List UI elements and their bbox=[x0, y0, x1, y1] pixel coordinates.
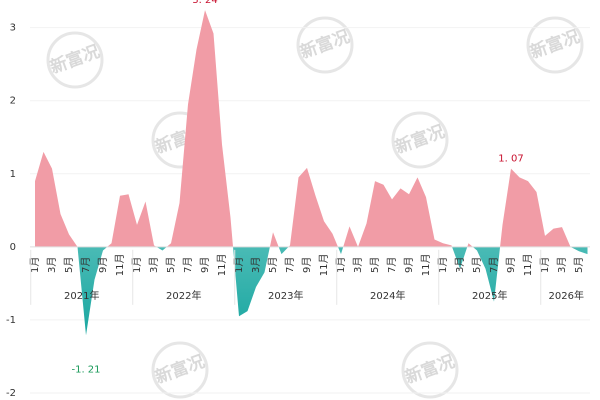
x-tick-label: 11月 bbox=[522, 253, 534, 276]
x-tick-label: 5月 bbox=[165, 257, 177, 273]
watermark-ring bbox=[391, 111, 449, 169]
x-tick-label: 7月 bbox=[80, 257, 92, 273]
watermark-ring bbox=[296, 16, 354, 74]
x-tick-label: 7月 bbox=[386, 257, 398, 273]
x-tick-label: 3月 bbox=[148, 257, 160, 273]
x-tick-label: 1月 bbox=[539, 257, 551, 273]
watermark: 新富况 bbox=[392, 121, 447, 158]
x-tick-label: 1月 bbox=[131, 257, 143, 273]
x-tick-label: 7月 bbox=[284, 257, 296, 273]
y-tick-label: -2 bbox=[6, 388, 16, 399]
x-tick-label: 9月 bbox=[403, 257, 415, 273]
watermark-ring bbox=[46, 31, 104, 89]
y-tick-label: 3 bbox=[10, 23, 16, 34]
x-tick-label: 7月 bbox=[488, 257, 500, 273]
x-tick-label: 9月 bbox=[505, 257, 517, 273]
group-label: 2021年 bbox=[64, 289, 99, 302]
x-tick-label: 1月 bbox=[335, 257, 347, 273]
group-label: 2023年 bbox=[268, 289, 303, 302]
group-label: 2025年 bbox=[472, 289, 507, 302]
watermark-ring bbox=[151, 341, 209, 399]
x-tick-label: 9月 bbox=[301, 257, 313, 273]
x-tick-label: 11月 bbox=[420, 253, 432, 276]
watermark-ring bbox=[401, 341, 459, 399]
x-tick-label: 5月 bbox=[267, 257, 279, 273]
watermark: 新富况 bbox=[47, 41, 102, 78]
x-tick-label: 3月 bbox=[352, 257, 364, 273]
x-tick-label: 11月 bbox=[318, 253, 330, 276]
group-label: 2024年 bbox=[370, 289, 405, 302]
positive-area bbox=[35, 10, 588, 247]
x-tick-label: 1月 bbox=[233, 257, 245, 273]
x-tick-label: 3月 bbox=[46, 257, 58, 273]
watermark-ring bbox=[526, 16, 584, 74]
x-tick-label: 5月 bbox=[369, 257, 381, 273]
x-tick-label: 1月 bbox=[437, 257, 449, 273]
x-tick-label: 11月 bbox=[114, 253, 126, 276]
y-tick-label: 2 bbox=[10, 96, 16, 107]
x-tick-label: 3月 bbox=[556, 257, 568, 273]
value-label: 3. 24 bbox=[192, 0, 217, 6]
x-tick-label: 5月 bbox=[63, 257, 75, 273]
x-tick-label: 9月 bbox=[97, 257, 109, 273]
y-tick-label: -1 bbox=[6, 315, 16, 326]
x-tick-label: 3月 bbox=[250, 257, 262, 273]
group-label: 2022年 bbox=[166, 289, 201, 302]
y-tick-label: 1 bbox=[10, 169, 16, 180]
x-tick-label: 1月 bbox=[29, 257, 41, 273]
x-tick-label: 5月 bbox=[573, 257, 585, 273]
watermark: 新富况 bbox=[402, 351, 457, 388]
watermark: 新富况 bbox=[527, 26, 582, 63]
value-label: -1. 21 bbox=[71, 364, 100, 375]
group-label: 2026年 bbox=[549, 289, 584, 302]
x-tick-label: 3月 bbox=[454, 257, 466, 273]
x-tick-label: 5月 bbox=[471, 257, 483, 273]
value-label: 1. 07 bbox=[498, 154, 523, 165]
y-tick-label: 0 bbox=[10, 242, 16, 253]
watermark: 新富况 bbox=[152, 351, 207, 388]
x-tick-label: 9月 bbox=[199, 257, 211, 273]
x-tick-label: 7月 bbox=[182, 257, 194, 273]
watermark: 新富况 bbox=[297, 26, 352, 63]
x-tick-label: 11月 bbox=[216, 253, 228, 276]
